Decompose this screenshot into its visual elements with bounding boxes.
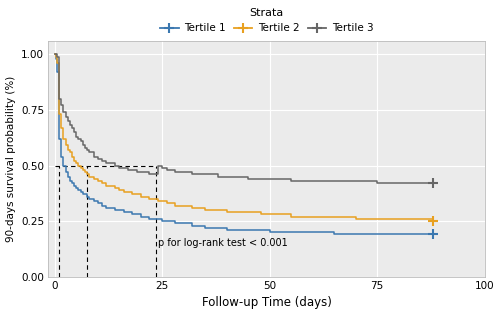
X-axis label: Follow-up Time (days): Follow-up Time (days) [202,296,332,309]
Legend: Tertile 1, Tertile 2, Tertile 3: Tertile 1, Tertile 2, Tertile 3 [160,8,373,33]
Text: p for log-rank test < 0.001: p for log-rank test < 0.001 [158,238,288,248]
Y-axis label: 90-days survival probability (%): 90-days survival probability (%) [6,76,16,242]
